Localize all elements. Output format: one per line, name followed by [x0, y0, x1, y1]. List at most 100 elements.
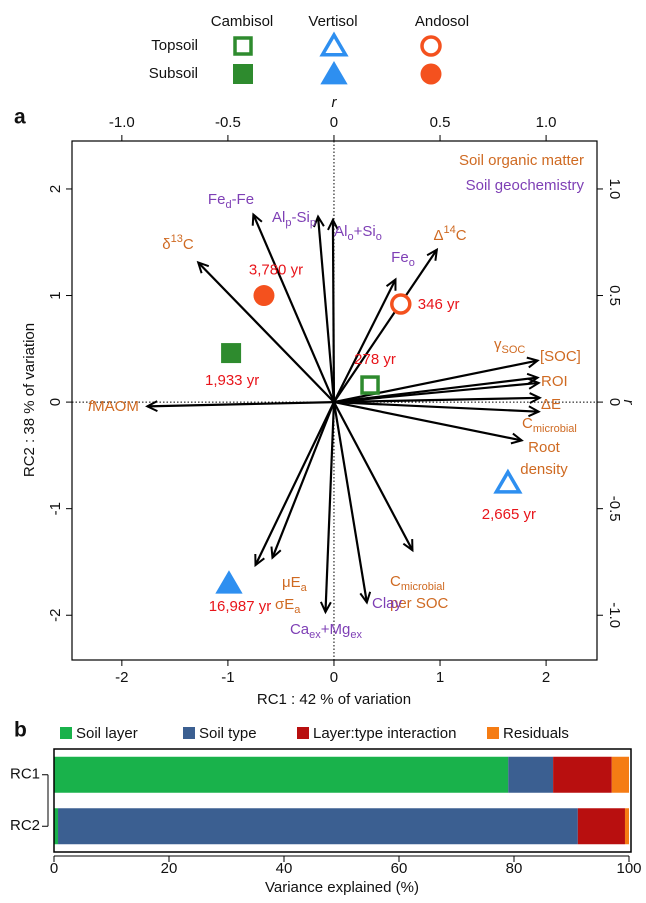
x2-tick-label: 0: [330, 114, 338, 131]
x2-axis-label: r: [332, 94, 338, 111]
arrow-label: Cmicrobial: [522, 415, 577, 435]
x-tick-label: 100: [616, 860, 641, 877]
legend-label: Soil layer: [76, 725, 138, 742]
loading-arrow: [333, 400, 541, 418]
bar-segment: [553, 756, 612, 793]
label-segment: d: [225, 199, 231, 211]
sample-point: [360, 375, 380, 395]
label-segment: 14: [443, 224, 455, 236]
legend-marker: [233, 36, 253, 56]
label-segment: ex: [309, 629, 321, 641]
label-segment: Fe: [391, 249, 409, 266]
legend-swatch: [297, 727, 309, 739]
arrow-label: per SOC: [390, 595, 449, 612]
x2-tick-label: -1.0: [109, 114, 135, 131]
label-segment: Ca: [290, 621, 310, 638]
label-segment: per SOC: [390, 595, 449, 612]
arrow-label: density: [520, 461, 568, 478]
label-segment: p: [285, 217, 291, 229]
legend-marker: [319, 31, 349, 57]
legend-marker: [420, 35, 442, 57]
arrow-label: ΔE: [541, 396, 561, 413]
age-label: 16,987 yr: [209, 598, 272, 615]
label-segment: -Fe: [232, 191, 255, 208]
legend-swatch: [60, 727, 72, 739]
loading-arrow: [333, 401, 524, 445]
y2-tick-label: -1.0: [606, 602, 623, 628]
arrow-label: σEa: [275, 596, 301, 616]
y2-axis-label: r: [620, 400, 637, 406]
y-axis-label: RC2 : 38 % of variation: [21, 323, 38, 477]
legend-label: Layer:type interaction: [313, 725, 456, 742]
y-tick-label: RC2: [10, 817, 40, 834]
age-label: 2,665 yr: [482, 506, 536, 523]
label-segment: γ: [494, 336, 502, 353]
arrow-label: Alp-Sip: [272, 209, 316, 229]
y-tick-label: RC1: [10, 766, 40, 783]
label-segment: ΔE: [541, 396, 561, 413]
label-segment: Fe: [208, 191, 226, 208]
label-segment: f: [88, 398, 94, 415]
legend-label: Vertisol: [308, 13, 357, 30]
bar-segment: [624, 808, 629, 845]
y-tick-label: 0: [47, 398, 64, 406]
loading-arrow: [327, 217, 339, 403]
x2-tick-label: 0.5: [430, 114, 451, 131]
loading-arrow: [251, 212, 335, 403]
arrow-label: Δ14C: [433, 224, 466, 244]
legend-label: Residuals: [503, 725, 569, 742]
legend-marker: [420, 63, 442, 85]
x-tick-label: 2: [542, 669, 550, 686]
label-segment: o: [347, 231, 353, 243]
panel-label: b: [14, 719, 27, 742]
arrow-label: Caex+Mgex: [290, 621, 363, 641]
label-segment: δ: [162, 236, 170, 253]
sample-point: [253, 285, 275, 307]
y-tick-label: -1: [47, 502, 64, 515]
age-label: 278 yr: [354, 351, 396, 368]
legend-marker: [320, 61, 348, 85]
loading-arrow: [333, 356, 540, 404]
x-tick-label: 20: [161, 860, 178, 877]
loading-arrow: [332, 277, 397, 403]
legend-marker: [233, 64, 253, 84]
arrow-label: ROI: [541, 373, 568, 390]
label-segment: ROI: [541, 373, 568, 390]
x-tick-label: 60: [391, 860, 408, 877]
bar-segment: [611, 756, 629, 793]
bar-segment: [577, 808, 625, 845]
loading-arrow: [332, 401, 372, 605]
label-segment: Al: [272, 209, 285, 226]
label-segment: o: [376, 231, 382, 243]
loading-arrow: [196, 260, 335, 403]
sample-point: [215, 570, 243, 594]
label-segment: C: [522, 415, 533, 432]
arrow-label: Clay: [372, 595, 403, 612]
legend-label: Soil type: [199, 725, 257, 742]
y-tick-label: 1: [47, 291, 64, 299]
label-segment: Al: [334, 223, 347, 240]
label-segment: p: [310, 217, 316, 229]
loading-arrow: [319, 402, 336, 615]
sample-point: [221, 343, 242, 364]
y2-tick-label: 0: [606, 398, 623, 406]
legend-label: Soil organic matter: [459, 152, 584, 169]
plot-frame: [53, 748, 632, 853]
arrow-label: Cmicrobial: [390, 573, 445, 593]
arrow-label: μEa: [282, 574, 308, 594]
label-segment: a: [294, 604, 301, 616]
arrow-label: Root: [528, 439, 561, 456]
label-segment: +Mg: [321, 621, 351, 638]
label-segment: 13: [171, 233, 183, 245]
panel-label: a: [14, 106, 26, 129]
label-segment: o: [409, 257, 415, 269]
label-segment: C: [390, 573, 401, 590]
label-segment: ex: [350, 629, 362, 641]
arrow-label: Fed-Fe: [208, 191, 254, 211]
y-tick-label: -2: [47, 609, 64, 622]
label-segment: Clay: [372, 595, 403, 612]
loading-arrow: [333, 377, 541, 404]
loading-arrow: [145, 400, 334, 413]
y2-tick-label: 0.5: [606, 285, 623, 306]
